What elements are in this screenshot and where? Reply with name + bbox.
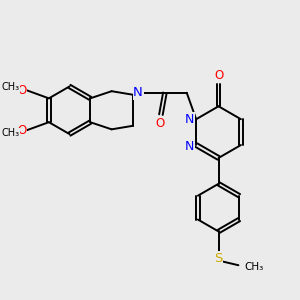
Text: O: O — [17, 84, 27, 97]
Text: CH₃: CH₃ — [1, 128, 19, 138]
Text: N: N — [184, 113, 194, 126]
Text: S: S — [214, 252, 223, 265]
Text: O: O — [17, 124, 27, 136]
Text: N: N — [184, 140, 194, 152]
Text: CH₃: CH₃ — [244, 262, 264, 272]
Text: CH₃: CH₃ — [1, 82, 19, 92]
Text: O: O — [155, 117, 164, 130]
Text: O: O — [214, 69, 223, 82]
Text: N: N — [133, 86, 143, 99]
